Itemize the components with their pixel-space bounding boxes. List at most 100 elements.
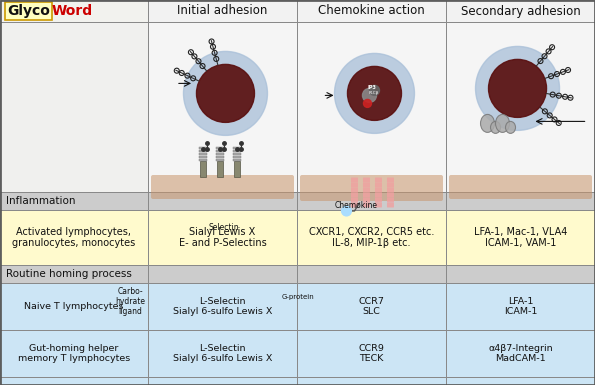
Bar <box>199 156 208 158</box>
Bar <box>233 156 242 158</box>
Bar <box>297 283 446 330</box>
Ellipse shape <box>496 114 509 132</box>
Bar <box>199 153 208 155</box>
FancyBboxPatch shape <box>363 177 370 182</box>
Bar <box>0 283 148 330</box>
Circle shape <box>183 52 268 136</box>
Text: Word: Word <box>52 4 93 18</box>
Bar <box>446 192 595 210</box>
Bar <box>0 22 148 192</box>
FancyBboxPatch shape <box>363 203 370 208</box>
Text: PLCβ: PLCβ <box>368 91 378 95</box>
Bar <box>297 377 446 385</box>
Text: Gut-homing helper
memory T lymphocytes: Gut-homing helper memory T lymphocytes <box>18 344 130 363</box>
Bar <box>234 161 240 177</box>
Bar <box>297 192 446 210</box>
Text: Glyco: Glyco <box>7 4 50 18</box>
Bar <box>0 192 148 210</box>
Bar <box>297 0 446 22</box>
FancyBboxPatch shape <box>387 192 394 198</box>
Bar <box>233 159 242 161</box>
Bar <box>446 265 595 283</box>
Circle shape <box>334 54 415 133</box>
Text: Selectin: Selectin <box>208 223 239 232</box>
Text: CCR7
SLC: CCR7 SLC <box>359 297 384 316</box>
Text: Initial adhesion: Initial adhesion <box>177 5 268 17</box>
Bar <box>297 210 446 265</box>
FancyBboxPatch shape <box>375 192 382 198</box>
FancyBboxPatch shape <box>351 203 358 208</box>
Text: Chemokine: Chemokine <box>335 201 378 210</box>
FancyBboxPatch shape <box>363 187 370 192</box>
Circle shape <box>342 206 352 216</box>
Bar <box>199 159 208 161</box>
FancyBboxPatch shape <box>375 203 382 208</box>
Text: Naive T lymphocytes: Naive T lymphocytes <box>24 302 124 311</box>
FancyBboxPatch shape <box>351 182 358 187</box>
FancyBboxPatch shape <box>375 187 382 192</box>
Text: Carbo-
hydrate
ligand: Carbo- hydrate ligand <box>115 287 146 316</box>
Ellipse shape <box>490 121 500 133</box>
Text: G-protein: G-protein <box>281 294 315 300</box>
Bar <box>0 377 148 385</box>
Bar <box>217 147 224 149</box>
FancyBboxPatch shape <box>375 198 382 203</box>
Bar <box>233 150 242 152</box>
Text: LFA-1, Mac-1, VLA4
ICAM-1, VAM-1: LFA-1, Mac-1, VLA4 ICAM-1, VAM-1 <box>474 227 567 248</box>
Circle shape <box>488 59 547 117</box>
Circle shape <box>475 47 559 131</box>
Circle shape <box>362 89 377 102</box>
Bar <box>446 0 595 22</box>
Bar <box>217 153 224 155</box>
Bar <box>446 377 595 385</box>
Text: Activated lymphocytes,
granulocytes, monocytes: Activated lymphocytes, granulocytes, mon… <box>12 227 136 248</box>
Bar <box>233 153 242 155</box>
FancyBboxPatch shape <box>363 198 370 203</box>
Text: L-Selectin
Sialyl 6-sulfo Lewis X: L-Selectin Sialyl 6-sulfo Lewis X <box>173 344 272 363</box>
Bar <box>297 22 446 192</box>
FancyBboxPatch shape <box>363 182 370 187</box>
Text: Secondary adhesion: Secondary adhesion <box>461 5 580 17</box>
Bar <box>446 330 595 377</box>
Text: CCR9
TECK: CCR9 TECK <box>359 344 384 363</box>
Bar <box>217 159 224 161</box>
FancyBboxPatch shape <box>387 203 394 208</box>
FancyBboxPatch shape <box>387 198 394 203</box>
Bar <box>218 161 224 177</box>
Circle shape <box>347 66 402 121</box>
FancyBboxPatch shape <box>375 182 382 187</box>
Bar <box>446 210 595 265</box>
Bar <box>199 150 208 152</box>
Text: IP3: IP3 <box>367 85 376 90</box>
Bar <box>297 265 446 283</box>
Bar <box>148 210 297 265</box>
FancyBboxPatch shape <box>449 175 592 199</box>
Circle shape <box>364 99 371 107</box>
Bar <box>0 265 148 283</box>
Text: L-Selectin
Sialyl 6-sulfo Lewis X: L-Selectin Sialyl 6-sulfo Lewis X <box>173 297 272 316</box>
FancyBboxPatch shape <box>375 177 382 182</box>
Text: CXCR1, CXCR2, CCR5 etc.
IL-8, MIP-1β etc.: CXCR1, CXCR2, CCR5 etc. IL-8, MIP-1β etc… <box>309 227 434 248</box>
Bar <box>148 22 297 192</box>
FancyBboxPatch shape <box>363 192 370 198</box>
Bar <box>297 330 446 377</box>
Bar <box>148 0 297 22</box>
Bar <box>233 147 242 149</box>
Bar <box>201 161 206 177</box>
Text: Inflammation: Inflammation <box>6 196 76 206</box>
Text: α4β7-Integrin
MadCAM-1: α4β7-Integrin MadCAM-1 <box>488 344 553 363</box>
FancyBboxPatch shape <box>351 187 358 192</box>
Bar <box>199 147 208 149</box>
Bar <box>148 192 297 210</box>
Bar <box>217 150 224 152</box>
FancyBboxPatch shape <box>351 192 358 198</box>
Bar <box>148 330 297 377</box>
FancyBboxPatch shape <box>387 177 394 182</box>
Bar <box>0 330 148 377</box>
Bar <box>148 283 297 330</box>
Bar <box>148 265 297 283</box>
Bar <box>217 156 224 158</box>
Bar <box>446 283 595 330</box>
Bar <box>446 22 595 192</box>
FancyBboxPatch shape <box>300 175 443 201</box>
